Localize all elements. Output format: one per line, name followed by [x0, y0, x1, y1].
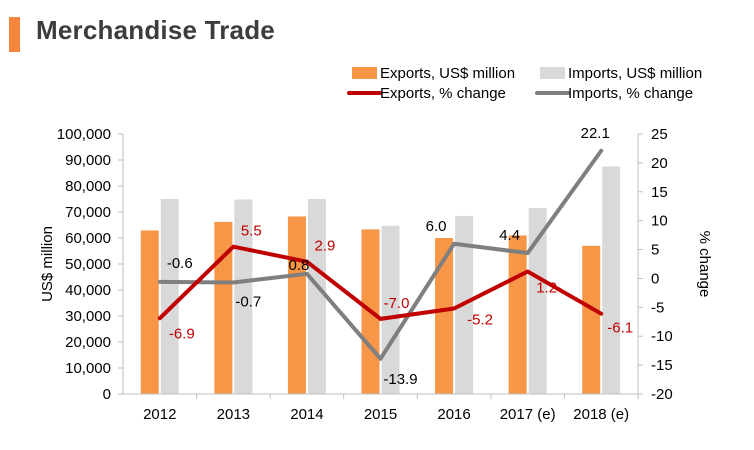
- left-tick-label: 80,000: [65, 178, 111, 195]
- x-tick-label: 2017 (e): [500, 406, 556, 423]
- right-tick-label: -20: [651, 386, 673, 403]
- exports-pct-label: 2.9: [314, 238, 335, 255]
- left-tick-label: 70,000: [65, 204, 111, 221]
- right-tick-label: 20: [651, 155, 668, 172]
- right-tick-label: 10: [651, 213, 668, 230]
- x-tick-label: 2015: [364, 406, 397, 423]
- legend-imports-bar-label: Imports, US$ million: [568, 65, 702, 82]
- exports-pct-label: 5.5: [241, 223, 262, 240]
- left-axis-title: US$ million: [39, 226, 56, 302]
- imports-pct-label: 6.0: [426, 218, 447, 235]
- left-tick-label: 50,000: [65, 256, 111, 273]
- exports-pct-label: 1.2: [536, 280, 557, 297]
- lines-layer: [157, 148, 604, 361]
- exports-bar-1: [214, 221, 233, 394]
- exports-pct-label: -7.0: [384, 295, 410, 312]
- right-tick-label: 5: [651, 242, 659, 259]
- exports-pct-label: -5.2: [467, 311, 493, 328]
- imports-pct-label: 22.1: [581, 125, 610, 142]
- left-tick-label: 100,000: [57, 126, 111, 143]
- axes-layer: 100,000 90,000 80,000 70,000 60,000 50,000 40,…: [39, 126, 713, 423]
- right-tick-label: -10: [651, 328, 673, 345]
- exports-pct-label: -6.9: [169, 325, 195, 342]
- imports-bar-6: [602, 166, 621, 394]
- x-tick-label: 2016: [437, 406, 470, 423]
- left-tick-label: 40,000: [65, 282, 111, 299]
- legend-exports-bar-label: Exports, US$ million: [380, 65, 515, 82]
- imports-pct-label: 4.4: [499, 227, 520, 244]
- legend-imports-line-label: Imports, % change: [568, 85, 693, 102]
- x-tick-label: 2013: [217, 406, 250, 423]
- legend-imports-bar-swatch: [540, 67, 565, 79]
- title-accent-bar: [9, 17, 20, 52]
- left-tick-label: 0: [103, 386, 111, 403]
- imports-pct-change-line: [157, 148, 604, 361]
- exports-bar-4: [435, 238, 454, 394]
- imports-bar-2: [307, 199, 326, 394]
- exports-pct-label: -6.1: [607, 320, 633, 337]
- right-tick-label: 0: [651, 270, 659, 287]
- page-title: Merchandise Trade: [36, 15, 275, 45]
- left-tick-label: 10,000: [65, 360, 111, 377]
- imports-pct-label: 0.8: [288, 257, 309, 274]
- left-tick-label: 30,000: [65, 308, 111, 325]
- imports-pct-label: -0.7: [235, 293, 261, 310]
- imports-bar-0: [160, 199, 179, 394]
- imports-bar-5: [528, 208, 547, 394]
- exports-bar-6: [582, 245, 601, 394]
- legend-exports-line-label: Exports, % change: [380, 85, 506, 102]
- x-tick-label: 2012: [143, 406, 176, 423]
- x-tick-label: 2014: [290, 406, 323, 423]
- left-tick-label: 60,000: [65, 230, 111, 247]
- x-tick-label: 2018 (e): [573, 406, 629, 423]
- right-tick-label: -5: [651, 299, 664, 316]
- left-tick-label: 90,000: [65, 152, 111, 169]
- exports-bar-0: [140, 230, 159, 394]
- right-tick-label: -15: [651, 357, 673, 374]
- exports-bar-5: [508, 235, 527, 394]
- data-labels-layer: -0.6 -0.7 0.8 -13.9 6.0 4.4 22.1 -6.9 5.5 2.9 -7.0…: [167, 125, 633, 388]
- legend-exports-bar-swatch: [352, 67, 377, 79]
- exports-bar-2: [287, 216, 306, 394]
- right-axis-title: % change: [696, 231, 713, 298]
- exports-pct-change-line: [157, 244, 604, 321]
- chart-legend: Exports, US$ million Imports, US$ million…: [347, 65, 702, 102]
- right-tick-label: 25: [651, 126, 668, 143]
- imports-pct-label: -13.9: [383, 371, 417, 388]
- left-tick-label: 20,000: [65, 334, 111, 351]
- right-tick-label: 15: [651, 184, 668, 201]
- imports-pct-label: -0.6: [167, 255, 193, 272]
